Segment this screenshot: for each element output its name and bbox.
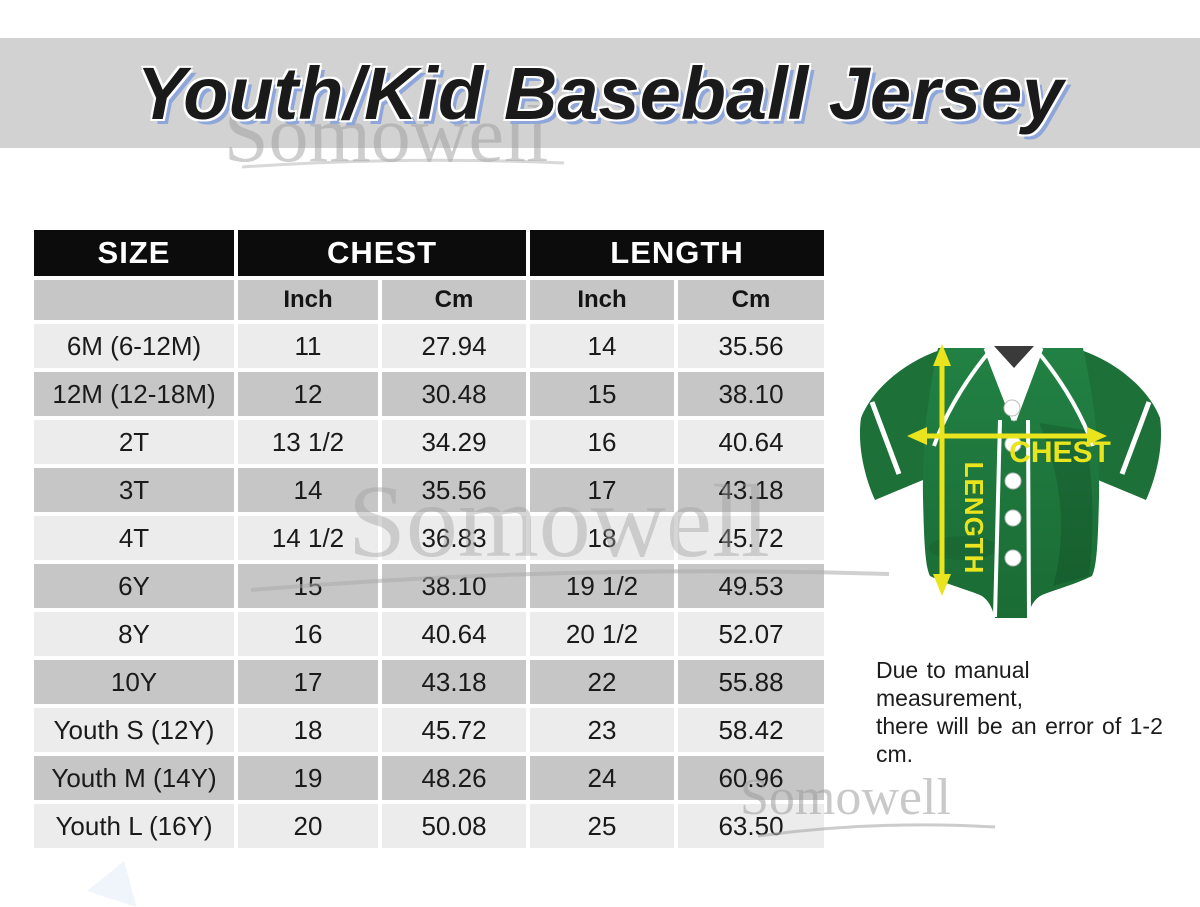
table-header-row: SIZE CHEST LENGTH bbox=[34, 230, 825, 276]
length-label: LENGTH bbox=[959, 462, 989, 575]
table-row: 6Y 15 38.10 19 1/2 49.53 bbox=[34, 564, 825, 608]
value-cell: 11 bbox=[238, 324, 378, 368]
value-cell: 52.07 bbox=[678, 612, 825, 656]
right-cuff-stripe bbox=[1119, 401, 1152, 475]
watermark-swoosh-title bbox=[241, 158, 565, 169]
value-cell: 38.10 bbox=[382, 564, 527, 608]
jersey-button bbox=[1004, 509, 1022, 527]
value-cell: 20 1/2 bbox=[530, 612, 675, 656]
value-cell: 19 bbox=[238, 756, 378, 800]
value-cell: 30.48 bbox=[382, 372, 527, 416]
table-body: 6M (6-12M) 11 27.94 14 35.56 12M (12-18M) 12 30… bbox=[34, 324, 825, 848]
value-cell: 40.64 bbox=[382, 612, 527, 656]
title-banner: Somowell Youth/Kid Baseball Jersey bbox=[0, 38, 1200, 179]
measurement-note: Due to manual measurement, there will be… bbox=[876, 656, 1176, 768]
value-cell: 16 bbox=[238, 612, 378, 656]
value-cell: 12 bbox=[238, 372, 378, 416]
size-chart-table: SIZE CHEST LENGTH Inch Cm Inch Cm 6M (6-… bbox=[30, 226, 828, 852]
value-cell: 45.72 bbox=[382, 708, 527, 752]
value-cell: 25 bbox=[530, 804, 675, 848]
value-cell: 40.64 bbox=[678, 420, 825, 464]
value-cell: 60.96 bbox=[678, 756, 825, 800]
table-row: 12M (12-18M) 12 30.48 15 38.10 bbox=[34, 372, 825, 416]
jersey-placket bbox=[993, 419, 1031, 618]
value-cell: 19 1/2 bbox=[530, 564, 675, 608]
value-cell: 16 bbox=[530, 420, 675, 464]
table-row: 2T 13 1/2 34.29 16 40.64 bbox=[34, 420, 825, 464]
size-cell: Youth S (12Y) bbox=[34, 708, 234, 752]
chest-label: CHEST bbox=[1009, 436, 1111, 469]
value-cell: 17 bbox=[238, 660, 378, 704]
size-cell: 6M (6-12M) bbox=[34, 324, 234, 368]
value-cell: 22 bbox=[530, 660, 675, 704]
chest-inch-subheader: Inch bbox=[238, 280, 378, 320]
value-cell: 14 bbox=[238, 468, 378, 512]
value-cell: 27.94 bbox=[382, 324, 527, 368]
value-cell: 17 bbox=[530, 468, 675, 512]
jersey-button bbox=[1004, 549, 1022, 567]
value-cell: 49.53 bbox=[678, 564, 825, 608]
table-row: 6M (6-12M) 11 27.94 14 35.56 bbox=[34, 324, 825, 368]
value-cell: 23 bbox=[530, 708, 675, 752]
value-cell: 24 bbox=[530, 756, 675, 800]
jersey-sleeves bbox=[859, 350, 1162, 500]
value-cell: 50.08 bbox=[382, 804, 527, 848]
size-column-header: SIZE bbox=[34, 230, 234, 276]
value-cell: 34.29 bbox=[382, 420, 527, 464]
jersey-buttons bbox=[1003, 399, 1022, 567]
value-cell: 14 bbox=[530, 324, 675, 368]
value-cell: 15 bbox=[530, 372, 675, 416]
value-cell: 35.56 bbox=[382, 468, 527, 512]
corner-decoration bbox=[87, 852, 149, 907]
length-inch-subheader: Inch bbox=[530, 280, 675, 320]
page-title: Youth/Kid Baseball Jersey bbox=[136, 51, 1064, 135]
size-cell: 10Y bbox=[34, 660, 234, 704]
value-cell: 36.83 bbox=[382, 516, 527, 560]
value-cell: 20 bbox=[238, 804, 378, 848]
length-column-header: LENGTH bbox=[530, 230, 825, 276]
table-row: Youth M (14Y) 19 48.26 24 60.96 bbox=[34, 756, 825, 800]
value-cell: 43.18 bbox=[382, 660, 527, 704]
left-cuff-stripe bbox=[869, 401, 902, 475]
value-cell: 18 bbox=[238, 708, 378, 752]
value-cell: 58.42 bbox=[678, 708, 825, 752]
value-cell: 15 bbox=[238, 564, 378, 608]
value-cell: 35.56 bbox=[678, 324, 825, 368]
table-row: Youth L (16Y) 20 50.08 25 63.50 bbox=[34, 804, 825, 848]
jersey-button bbox=[1004, 472, 1022, 490]
value-cell: 14 1/2 bbox=[238, 516, 378, 560]
size-cell: 8Y bbox=[34, 612, 234, 656]
value-cell: 45.72 bbox=[678, 516, 825, 560]
value-cell: 13 1/2 bbox=[238, 420, 378, 464]
table-row: Youth S (12Y) 18 45.72 23 58.42 bbox=[34, 708, 825, 752]
value-cell: 43.18 bbox=[678, 468, 825, 512]
value-cell: 63.50 bbox=[678, 804, 825, 848]
table-subheader-row: Inch Cm Inch Cm bbox=[34, 280, 825, 320]
length-cm-subheader: Cm bbox=[678, 280, 825, 320]
size-cell: 6Y bbox=[34, 564, 234, 608]
size-cell: 2T bbox=[34, 420, 234, 464]
chest-column-header: CHEST bbox=[238, 230, 527, 276]
value-cell: 55.88 bbox=[678, 660, 825, 704]
note-line-2: there will be an error of 1-2 cm. bbox=[876, 713, 1163, 767]
table-row: 4T 14 1/2 36.83 18 45.72 bbox=[34, 516, 825, 560]
table-row: 8Y 16 40.64 20 1/2 52.07 bbox=[34, 612, 825, 656]
size-cell: Youth L (16Y) bbox=[34, 804, 234, 848]
table-row: 10Y 17 43.18 22 55.88 bbox=[34, 660, 825, 704]
value-cell: 48.26 bbox=[382, 756, 527, 800]
value-cell: 38.10 bbox=[678, 372, 825, 416]
size-cell: 4T bbox=[34, 516, 234, 560]
value-cell: 18 bbox=[530, 516, 675, 560]
jersey-illustration: CHEST LENGTH bbox=[843, 328, 1183, 650]
size-cell: Youth M (14Y) bbox=[34, 756, 234, 800]
empty-subheader bbox=[34, 280, 234, 320]
table-row: 3T 14 35.56 17 43.18 bbox=[34, 468, 825, 512]
jersey-button bbox=[1003, 399, 1021, 417]
size-cell: 12M (12-18M) bbox=[34, 372, 234, 416]
size-cell: 3T bbox=[34, 468, 234, 512]
note-line-1: Due to manual measurement, bbox=[876, 657, 1030, 711]
chest-cm-subheader: Cm bbox=[382, 280, 527, 320]
